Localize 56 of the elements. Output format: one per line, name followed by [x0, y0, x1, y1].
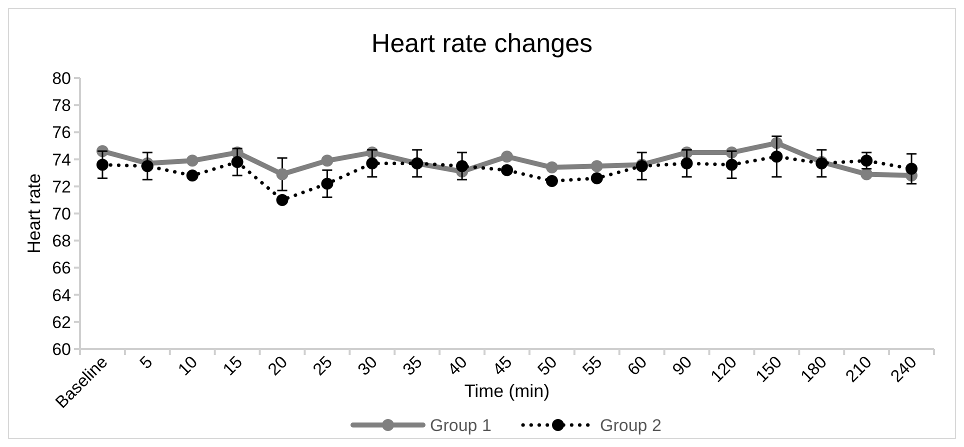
point [231, 156, 244, 168]
x-tick-label: 25 [309, 352, 336, 380]
x-tick-label: 35 [399, 352, 426, 380]
chart-title: Heart rate changes [371, 28, 593, 58]
point [546, 161, 558, 174]
point [546, 174, 558, 187]
y-tick-label: 66 [52, 258, 71, 278]
point [906, 162, 918, 175]
point [141, 160, 154, 172]
y-tick-label: 76 [52, 123, 71, 142]
point [186, 170, 198, 182]
point [321, 154, 334, 167]
y-tick-label: 60 [52, 340, 71, 359]
x-tick-label: 45 [489, 352, 516, 380]
x-tick-label: 60 [624, 352, 651, 380]
y-tick-label: 62 [52, 312, 71, 332]
point [321, 178, 334, 190]
point [186, 154, 198, 167]
legend-label: Group 2 [600, 416, 662, 435]
point [276, 194, 288, 206]
point [501, 164, 513, 176]
point [726, 158, 738, 171]
y-tick-label: 72 [52, 177, 71, 196]
point [501, 150, 513, 163]
point [590, 160, 603, 172]
x-tick-label: 240 [886, 352, 920, 386]
point [770, 150, 783, 163]
point [680, 157, 693, 170]
x-tick-label: 55 [578, 352, 606, 380]
legend-label: Group 1 [430, 416, 492, 435]
y-tick-label: 80 [52, 68, 71, 88]
y-tick-label: 64 [52, 286, 71, 305]
x-tick-label: 90 [668, 352, 696, 380]
y-axis-title: Heart rate [24, 173, 44, 254]
x-tick-label: 120 [707, 352, 741, 386]
point [366, 157, 378, 170]
x-tick-label: 20 [264, 352, 292, 380]
x-tick-label: 210 [842, 352, 876, 386]
y-tick-label: 78 [52, 96, 71, 116]
point [590, 172, 603, 184]
x-tick-label: 30 [354, 352, 381, 380]
x-tick-label: 180 [796, 352, 830, 386]
point [456, 160, 468, 172]
x-tick-label: 50 [534, 352, 561, 380]
point [276, 168, 288, 180]
y-tick-label: 68 [52, 232, 71, 251]
x-tick-label: 5 [136, 352, 156, 373]
point [860, 168, 873, 180]
x-tick-label: 15 [219, 352, 246, 380]
y-tick-label: 70 [52, 204, 71, 224]
x-axis-title: Time (min) [464, 381, 550, 401]
x-tick-label: 40 [444, 352, 471, 380]
point [96, 158, 108, 171]
x-tick-label: 10 [174, 352, 202, 380]
y-tick-label: 74 [52, 150, 71, 170]
x-tick-label: 150 [752, 352, 786, 386]
